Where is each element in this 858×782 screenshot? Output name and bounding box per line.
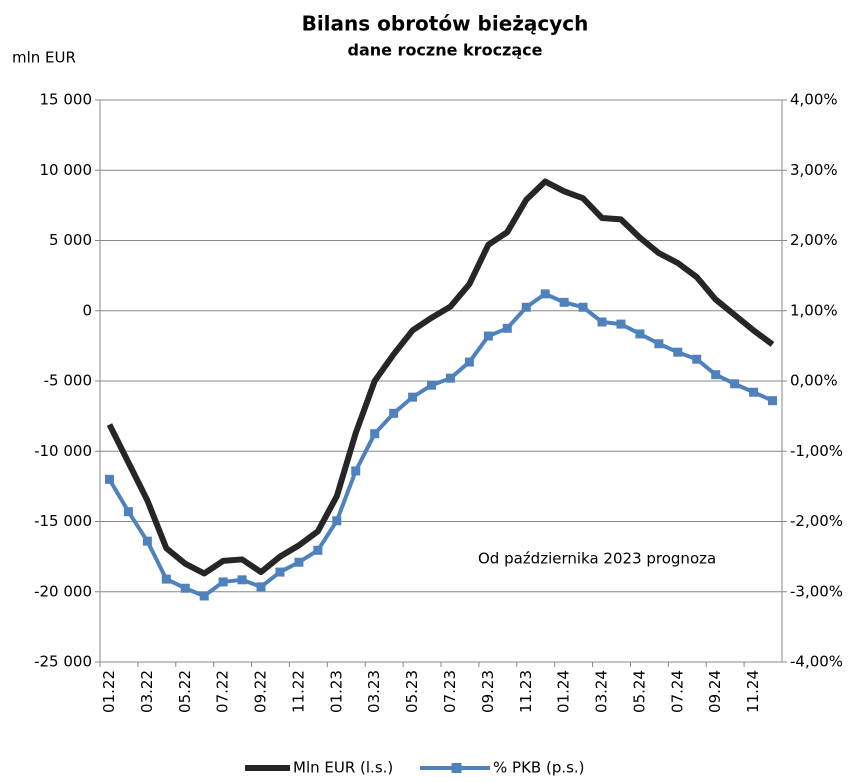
x-tick-label: 03.23 xyxy=(365,670,383,713)
y-tick-label: -15 000 xyxy=(34,512,92,530)
chart-title: Bilans obrotów bieżących xyxy=(302,12,589,36)
series-marker xyxy=(654,339,664,349)
y2-tick-label: -2,00% xyxy=(790,512,843,530)
legend-marker xyxy=(451,763,462,773)
series-marker xyxy=(692,354,702,364)
series-marker xyxy=(199,591,209,601)
series-marker xyxy=(540,289,550,299)
series-line xyxy=(106,178,775,577)
series-marker xyxy=(256,582,266,592)
series-marker xyxy=(389,408,399,418)
y2-tick-label: 0,00% xyxy=(790,372,838,390)
y2-tick-label: -4,00% xyxy=(790,653,843,671)
y2-tick-label: 1,00% xyxy=(790,301,838,319)
series-marker xyxy=(123,507,133,517)
y-axis-label: mln EUR xyxy=(12,49,76,67)
series-marker xyxy=(483,331,493,341)
x-tick-label: 01.23 xyxy=(327,670,345,713)
x-tick-label: 05.23 xyxy=(403,670,421,713)
series-marker xyxy=(730,379,740,389)
series-marker xyxy=(749,387,759,397)
x-tick-label: 07.24 xyxy=(668,670,686,713)
chart-subtitle: dane roczne kroczące xyxy=(347,41,542,60)
y2-tick-label: -1,00% xyxy=(790,442,843,460)
x-tick-label: 07.22 xyxy=(214,670,232,713)
series-marker xyxy=(142,536,152,546)
y-tick-label: 0 xyxy=(82,301,92,319)
series-marker xyxy=(673,347,683,357)
series-marker xyxy=(294,557,304,567)
series-marker xyxy=(408,392,418,402)
x-tick-label: 11.24 xyxy=(744,670,762,713)
legend-label: Mln EUR (l.s.) xyxy=(293,759,393,777)
series-marker xyxy=(711,370,721,380)
series-marker xyxy=(104,474,114,484)
x-tick-label: 01.24 xyxy=(555,670,573,713)
legend-label: % PKB (p.s.) xyxy=(493,759,585,777)
x-tick-label: 09.23 xyxy=(479,670,497,713)
series-marker xyxy=(351,466,361,476)
series-marker xyxy=(427,380,437,390)
series-marker xyxy=(237,575,247,585)
y-tick-label: -5 000 xyxy=(44,372,92,390)
x-tick-label: 07.23 xyxy=(441,670,459,713)
x-tick-label: 01.22 xyxy=(100,670,118,713)
y-tick-label: -10 000 xyxy=(34,442,92,460)
y2-tick-label: 3,00% xyxy=(790,161,838,179)
series-marker xyxy=(635,329,645,339)
y2-tick-label: 4,00% xyxy=(790,91,838,109)
series-marker xyxy=(445,373,455,383)
y-tick-label: -20 000 xyxy=(34,582,92,600)
series-marker xyxy=(578,302,588,312)
series-marker xyxy=(521,302,531,312)
x-tick-label: 05.22 xyxy=(176,670,194,713)
x-tick-label: 05.24 xyxy=(630,670,648,713)
y-tick-label: 15 000 xyxy=(40,91,93,109)
series-marker xyxy=(313,545,323,555)
series-marker xyxy=(332,516,342,526)
x-tick-label: 09.24 xyxy=(706,670,724,713)
y-tick-label: -25 000 xyxy=(34,653,92,671)
series-marker xyxy=(218,577,228,587)
x-tick-label: 03.24 xyxy=(593,670,611,713)
series-marker xyxy=(275,567,285,577)
series-marker xyxy=(464,357,474,367)
series-marker xyxy=(616,319,626,329)
y-tick-label: 10 000 xyxy=(40,161,93,179)
series-marker xyxy=(370,429,380,439)
y-tick-label: 5 000 xyxy=(49,231,92,249)
series-marker xyxy=(161,574,171,584)
x-tick-label: 09.22 xyxy=(252,670,270,713)
series-marker xyxy=(502,323,512,333)
x-tick-label: 03.22 xyxy=(138,670,156,713)
y2-tick-label: 2,00% xyxy=(790,231,838,249)
y2-tick-label: -3,00% xyxy=(790,582,843,600)
x-tick-label: 11.22 xyxy=(289,670,307,713)
series-marker xyxy=(559,297,569,307)
annotation: Od października 2023 prognoza xyxy=(478,550,716,568)
x-tick-label: 11.23 xyxy=(517,670,535,713)
series-marker xyxy=(180,583,190,593)
series-marker xyxy=(768,396,778,406)
series-marker xyxy=(597,317,607,327)
